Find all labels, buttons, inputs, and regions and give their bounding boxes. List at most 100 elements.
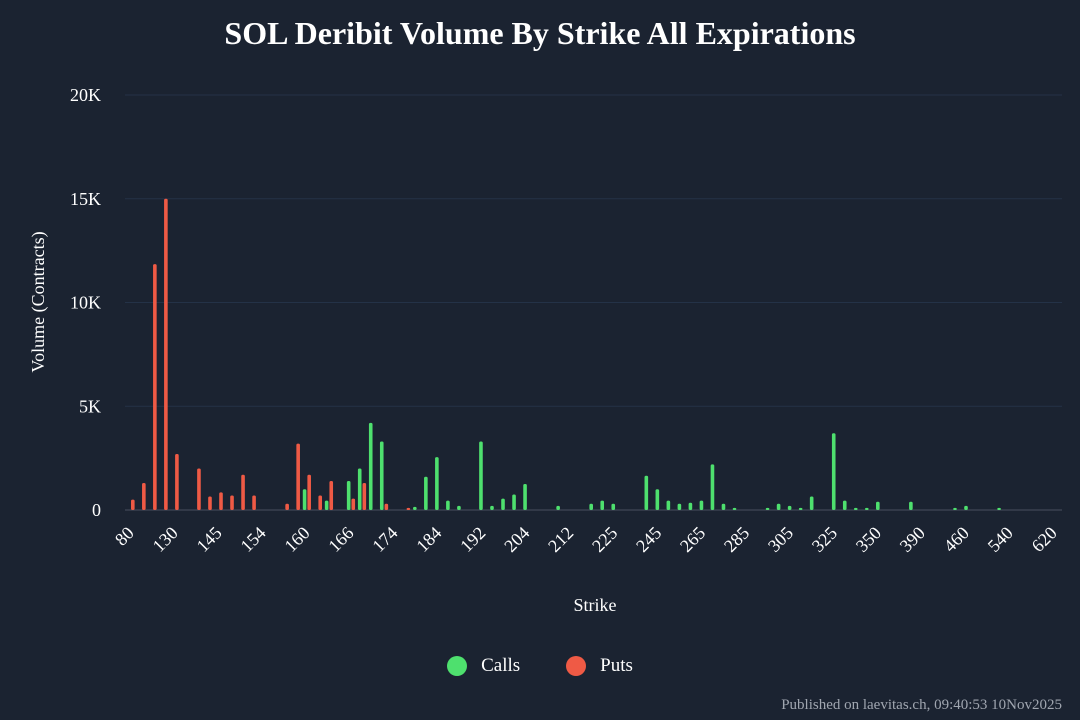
- calls-bar[interactable]: [909, 501, 913, 510]
- calls-bar[interactable]: [368, 422, 373, 510]
- calls-bar[interactable]: [776, 503, 781, 510]
- calls-bar[interactable]: [346, 480, 351, 510]
- calls-bar[interactable]: [413, 506, 417, 510]
- calls-legend-marker: [447, 656, 468, 676]
- x-tick-label: 184: [412, 523, 445, 556]
- x-tick-label: 130: [149, 523, 182, 556]
- calls-bar[interactable]: [611, 503, 616, 510]
- calls-bar[interactable]: [798, 507, 803, 510]
- calls-bar[interactable]: [721, 503, 726, 510]
- puts-bar[interactable]: [296, 443, 300, 510]
- calls-bar[interactable]: [964, 505, 968, 510]
- x-tick-label: 245: [632, 523, 665, 556]
- puts-bar[interactable]: [329, 480, 334, 510]
- x-tick-label: 460: [940, 523, 973, 556]
- puts-bar[interactable]: [153, 264, 157, 510]
- x-tick-label: 285: [720, 523, 753, 556]
- puts-bar[interactable]: [351, 498, 356, 510]
- x-tick-label: 305: [764, 523, 797, 556]
- x-tick-label: 540: [984, 523, 1017, 556]
- calls-bar[interactable]: [831, 433, 836, 510]
- calls-bar[interactable]: [710, 464, 715, 510]
- x-tick-label: 390: [896, 523, 929, 556]
- calls-bar[interactable]: [655, 489, 660, 510]
- x-tick-label: 80: [111, 523, 138, 550]
- x-tick-label: 620: [1028, 523, 1061, 556]
- calls-bar[interactable]: [457, 505, 461, 510]
- calls-bar[interactable]: [809, 496, 814, 510]
- puts-bar[interactable]: [362, 483, 367, 510]
- chart-title: SOL Deribit Volume By Strike All Expirat…: [224, 15, 855, 51]
- calls-bar[interactable]: [765, 507, 770, 510]
- x-tick-label: 166: [324, 523, 357, 556]
- calls-bar[interactable]: [324, 500, 329, 510]
- grid-lines: [125, 94, 1062, 511]
- puts-bar[interactable]: [384, 503, 389, 510]
- puts-bar[interactable]: [285, 503, 289, 510]
- calls-bar[interactable]: [357, 468, 362, 511]
- calls-bar[interactable]: [876, 501, 880, 510]
- puts-bar[interactable]: [142, 483, 146, 510]
- x-tick-label: 174: [368, 523, 401, 556]
- legend-item-calls[interactable]: Calls: [447, 655, 520, 677]
- x-tick-label: 350: [852, 523, 885, 556]
- y-tick-label: 0: [92, 500, 101, 520]
- puts-bar[interactable]: [164, 198, 168, 510]
- y-axis: 0 5K 10K 15K 20K: [70, 85, 101, 520]
- calls-bar[interactable]: [523, 484, 527, 510]
- puts-bar[interactable]: [252, 495, 256, 510]
- y-axis-label: Volume (Contracts): [28, 231, 49, 372]
- calls-bar[interactable]: [953, 507, 957, 510]
- calls-bar[interactable]: [479, 441, 483, 510]
- x-tick-label: 204: [500, 523, 533, 556]
- x-tick-label: 145: [192, 523, 225, 556]
- puts-bar[interactable]: [197, 468, 201, 511]
- y-tick-label: 10K: [70, 293, 101, 313]
- calls-bar[interactable]: [302, 489, 307, 510]
- calls-bar[interactable]: [556, 505, 560, 510]
- calls-bar[interactable]: [490, 505, 494, 510]
- calls-bar[interactable]: [677, 503, 682, 510]
- x-tick-label: 265: [676, 523, 709, 556]
- calls-bar[interactable]: [864, 507, 869, 510]
- x-tick-label: 225: [588, 523, 621, 556]
- x-tick-label: 154: [236, 523, 269, 556]
- calls-legend-label: Calls: [481, 655, 521, 676]
- calls-bar[interactable]: [644, 475, 649, 510]
- puts-legend-label: Puts: [600, 655, 633, 676]
- x-tick-label: 325: [808, 523, 841, 556]
- puts-bar[interactable]: [406, 507, 411, 510]
- published-credit: Published on laevitas.ch, 09:40:53 10Nov…: [781, 697, 1062, 713]
- calls-bar[interactable]: [379, 441, 384, 510]
- puts-legend-marker: [566, 656, 587, 676]
- calls-bar[interactable]: [446, 500, 450, 510]
- calls-bar[interactable]: [435, 457, 439, 510]
- puts-bar[interactable]: [307, 474, 311, 510]
- calls-bar[interactable]: [666, 500, 671, 510]
- calls-bar[interactable]: [512, 494, 516, 510]
- calls-bar[interactable]: [589, 503, 593, 510]
- calls-bar[interactable]: [600, 500, 605, 510]
- puts-bar[interactable]: [241, 474, 245, 510]
- calls-bar[interactable]: [997, 507, 1001, 510]
- calls-bar[interactable]: [787, 505, 792, 510]
- calls-bar[interactable]: [732, 507, 737, 510]
- calls-bar[interactable]: [501, 498, 505, 510]
- legend: Calls Puts: [0, 655, 1080, 677]
- puts-bar[interactable]: [175, 453, 179, 510]
- puts-bar[interactable]: [208, 496, 212, 510]
- calls-bar[interactable]: [842, 500, 847, 510]
- calls-bar[interactable]: [699, 500, 704, 510]
- puts-bar[interactable]: [219, 492, 223, 510]
- puts-bar[interactable]: [230, 495, 234, 510]
- x-axis: 80 130 145 154 160 166 174 184 192 204 212 225 245 26…: [111, 523, 1061, 556]
- puts-bar[interactable]: [131, 499, 135, 511]
- legend-item-puts[interactable]: Puts: [566, 655, 633, 677]
- puts-bar[interactable]: [318, 495, 323, 510]
- x-tick-label: 160: [280, 523, 313, 556]
- calls-bar[interactable]: [853, 507, 858, 510]
- calls-bar[interactable]: [688, 502, 693, 510]
- x-tick-label: 212: [544, 523, 577, 556]
- y-tick-label: 20K: [70, 85, 101, 105]
- calls-bar[interactable]: [424, 476, 428, 510]
